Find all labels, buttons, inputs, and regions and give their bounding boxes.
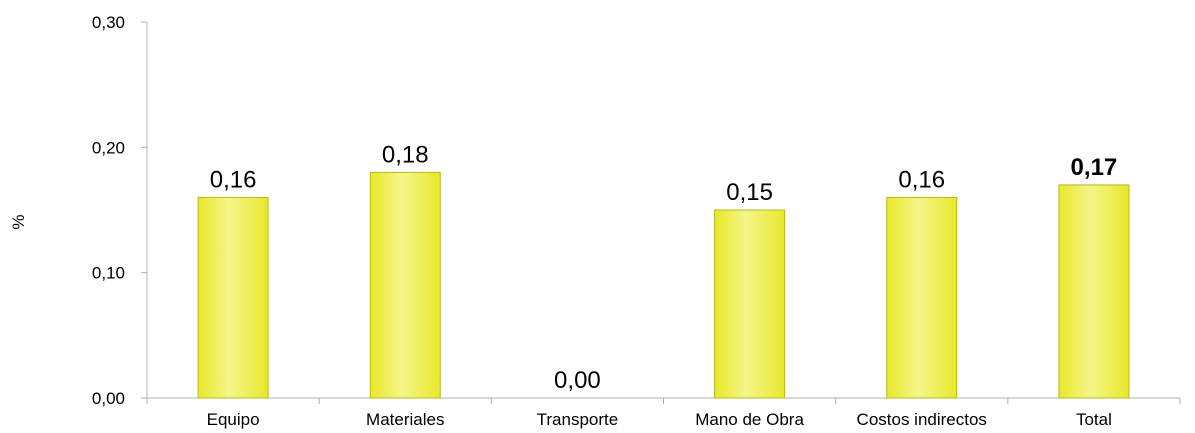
x-category-label: Costos indirectos (857, 410, 987, 429)
bar (1058, 184, 1130, 399)
x-category-label: Equipo (207, 410, 260, 429)
x-category-label: Materiales (366, 410, 444, 429)
y-tick-label: 0,00 (92, 389, 125, 408)
y-axis: 0,00 0,10 0,20 0,30 (92, 13, 148, 408)
y-tick-label: 0,10 (92, 264, 125, 283)
bar-value-label: 0,16 (898, 166, 945, 193)
bar (714, 209, 786, 399)
bar-value-label: 0,16 (210, 166, 257, 193)
x-axis: Equipo Materiales Transporte Mano de Obra Co… (146, 397, 1181, 429)
x-category-label: Mano de Obra (695, 410, 804, 429)
bar (886, 196, 958, 399)
y-tick-label: 0,30 (92, 13, 125, 32)
bar (369, 171, 441, 399)
bar-value-label: 0,17 (1071, 154, 1118, 181)
data-labels: 0,16 0,18 0,00 0,15 0,16 0,17 (210, 141, 1118, 394)
bar-value-label: 0,15 (726, 179, 773, 206)
bar-value-label: 0,18 (382, 141, 429, 168)
bar (197, 196, 269, 399)
y-tick-label: 0,20 (92, 138, 125, 157)
x-category-label: Total (1076, 410, 1112, 429)
y-axis-title: % (9, 214, 28, 229)
bars (197, 171, 1130, 399)
bar-value-label: 0,00 (554, 367, 601, 394)
x-category-label: Transporte (537, 410, 619, 429)
